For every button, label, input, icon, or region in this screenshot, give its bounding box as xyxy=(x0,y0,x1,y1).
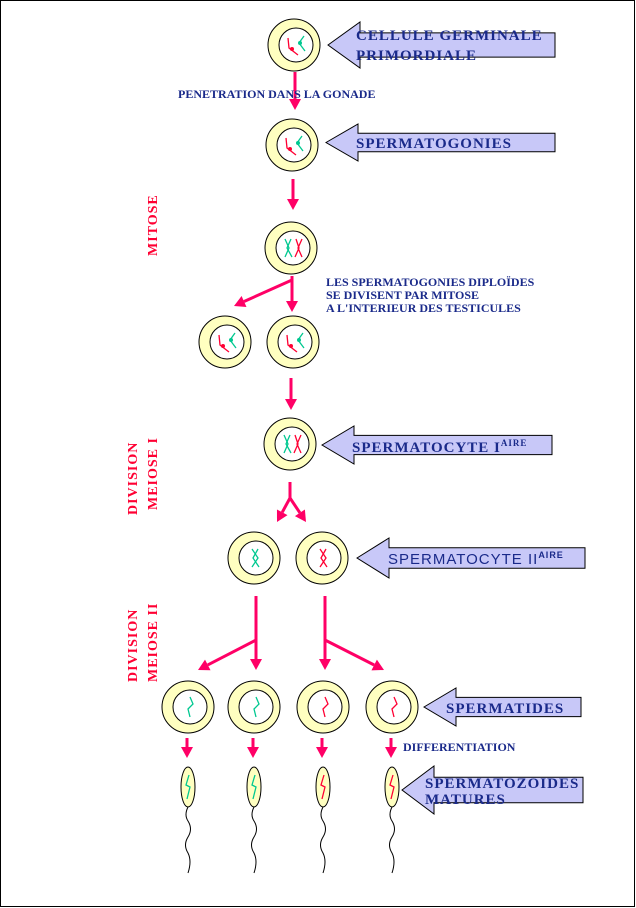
centromere xyxy=(289,344,293,348)
centromere xyxy=(221,344,225,348)
sperm-tail-4 xyxy=(389,806,395,874)
arrow-1-head xyxy=(289,99,301,110)
sperm-tail-2 xyxy=(251,806,257,874)
arrow-6b-shaft xyxy=(207,638,257,667)
sperm-head-1 xyxy=(180,766,196,808)
cell-spermatocyte2-b-nucleus xyxy=(306,540,342,576)
label-arrow-spermatocyte1 xyxy=(321,425,553,465)
arrow-5a-head xyxy=(276,509,288,522)
centromere xyxy=(297,338,301,342)
chromosome xyxy=(287,37,299,56)
stage-meiose1-line1: DIVISION xyxy=(126,442,141,515)
cell-mitosis-nucleus xyxy=(275,230,311,266)
chromosome xyxy=(296,434,302,454)
annotation-mitosis-line1: LES SPERMATOGONIES DIPLOÏDES xyxy=(326,275,535,289)
label-arrow-spermatides xyxy=(423,687,582,727)
chromosome xyxy=(251,548,259,568)
chromosome xyxy=(320,548,328,568)
sperm-head-3 xyxy=(315,766,331,808)
arrow-diff-3-head xyxy=(316,747,328,758)
arrow-4-head xyxy=(285,399,297,410)
stage-meiose1-line2: MEIOSE I xyxy=(146,437,161,510)
cell-spermatogonie-nucleus xyxy=(276,127,312,163)
arrow-5a-shaft xyxy=(280,497,292,514)
label-spermatozoides-line2: MATURES xyxy=(425,792,506,808)
cell-spermatogonie-b-nucleus xyxy=(277,324,313,360)
cell-spermatocyte2-a-nucleus xyxy=(238,540,274,576)
arrow-5b-shaft xyxy=(288,497,302,514)
stage-meiose2-line1: DIVISION xyxy=(126,609,141,682)
centromere xyxy=(290,47,294,51)
chromosome xyxy=(285,434,292,454)
chromosome xyxy=(285,137,297,156)
chromosome xyxy=(293,434,299,454)
chromosome xyxy=(294,238,300,258)
centromere xyxy=(296,141,300,145)
arrow-6d-head xyxy=(371,659,384,671)
cell-spermatogonie-a-nucleus xyxy=(209,324,245,360)
label-arrow-spermatogonies xyxy=(325,123,556,162)
label-primordial-line2: PRIMORDIALE xyxy=(356,48,477,64)
label-arrow-spermatozoides xyxy=(401,765,584,815)
label-spermatozoides-line1: SPERMATOZOIDES xyxy=(425,776,579,792)
arrow-5b-head xyxy=(294,509,306,522)
sperm-head-2 xyxy=(246,766,262,808)
chromosome xyxy=(286,238,293,258)
centromere xyxy=(298,41,302,45)
centromere xyxy=(229,338,233,342)
arrow-3b-shaft xyxy=(243,278,293,303)
arrow-6d-shaft xyxy=(324,638,375,667)
sperm-tail-3 xyxy=(320,806,326,874)
chromosome xyxy=(319,548,327,568)
sperm-head-4 xyxy=(384,766,400,808)
chromosome xyxy=(185,774,191,800)
annotation-mitosis-line3: A L'INTERIEUR DES TESTICULES xyxy=(326,301,521,315)
centromere xyxy=(288,147,292,151)
chromosome xyxy=(286,334,298,353)
chromosome xyxy=(187,696,194,718)
stage-meiose2-line2: MEIOSE II xyxy=(146,603,161,682)
label-spermatides: SPERMATIDES xyxy=(446,701,564,717)
chromosome xyxy=(284,238,290,258)
cell-primordial-nucleus xyxy=(278,27,314,63)
chromosome xyxy=(283,434,289,454)
cell-spermatocyte1-nucleus xyxy=(274,426,310,462)
chromosome xyxy=(391,696,398,718)
annotation-differentiation: DIFFERENTIATION xyxy=(403,740,516,754)
chromosome xyxy=(297,238,303,258)
arrow-diff-2-head xyxy=(247,747,259,758)
label-arrow-primordial xyxy=(327,21,556,69)
chromosome xyxy=(251,774,257,800)
label-arrow-spermatocyte2 xyxy=(356,537,586,579)
arrow-diff-1-head xyxy=(181,747,193,758)
label-spermatocyte2: SPERMATOCYTE IIAIRE xyxy=(388,550,564,568)
label-primordial-line1: CELLULE GERMINALE xyxy=(356,28,543,44)
arrow-6b-head xyxy=(198,659,211,671)
chromosome xyxy=(252,548,260,568)
chromosome xyxy=(320,774,326,800)
annotation-mitosis-line2: SE DIVISENT PAR MITOSE xyxy=(326,288,479,302)
annotation-penetration: PENETRATION DANS LA GONADE xyxy=(178,87,375,101)
arrow-3b-head xyxy=(234,296,247,307)
label-spermatogonies: SPERMATOGONIES xyxy=(356,136,512,152)
sperm-tail-1 xyxy=(185,806,191,874)
arrow-diff-4-head xyxy=(385,747,397,758)
stage-mitose: MITOSE xyxy=(146,194,161,256)
arrow-6a-head xyxy=(250,659,262,670)
chromosome xyxy=(322,696,329,718)
label-spermatocyte1: SPERMATOCYTE IAIRE xyxy=(352,438,527,456)
chromosome xyxy=(218,334,230,353)
chromosome xyxy=(389,774,395,800)
arrow-6c-head xyxy=(319,659,331,670)
arrow-2-head xyxy=(287,199,299,210)
arrow-3a-head xyxy=(286,301,298,312)
chromosome xyxy=(253,696,260,718)
